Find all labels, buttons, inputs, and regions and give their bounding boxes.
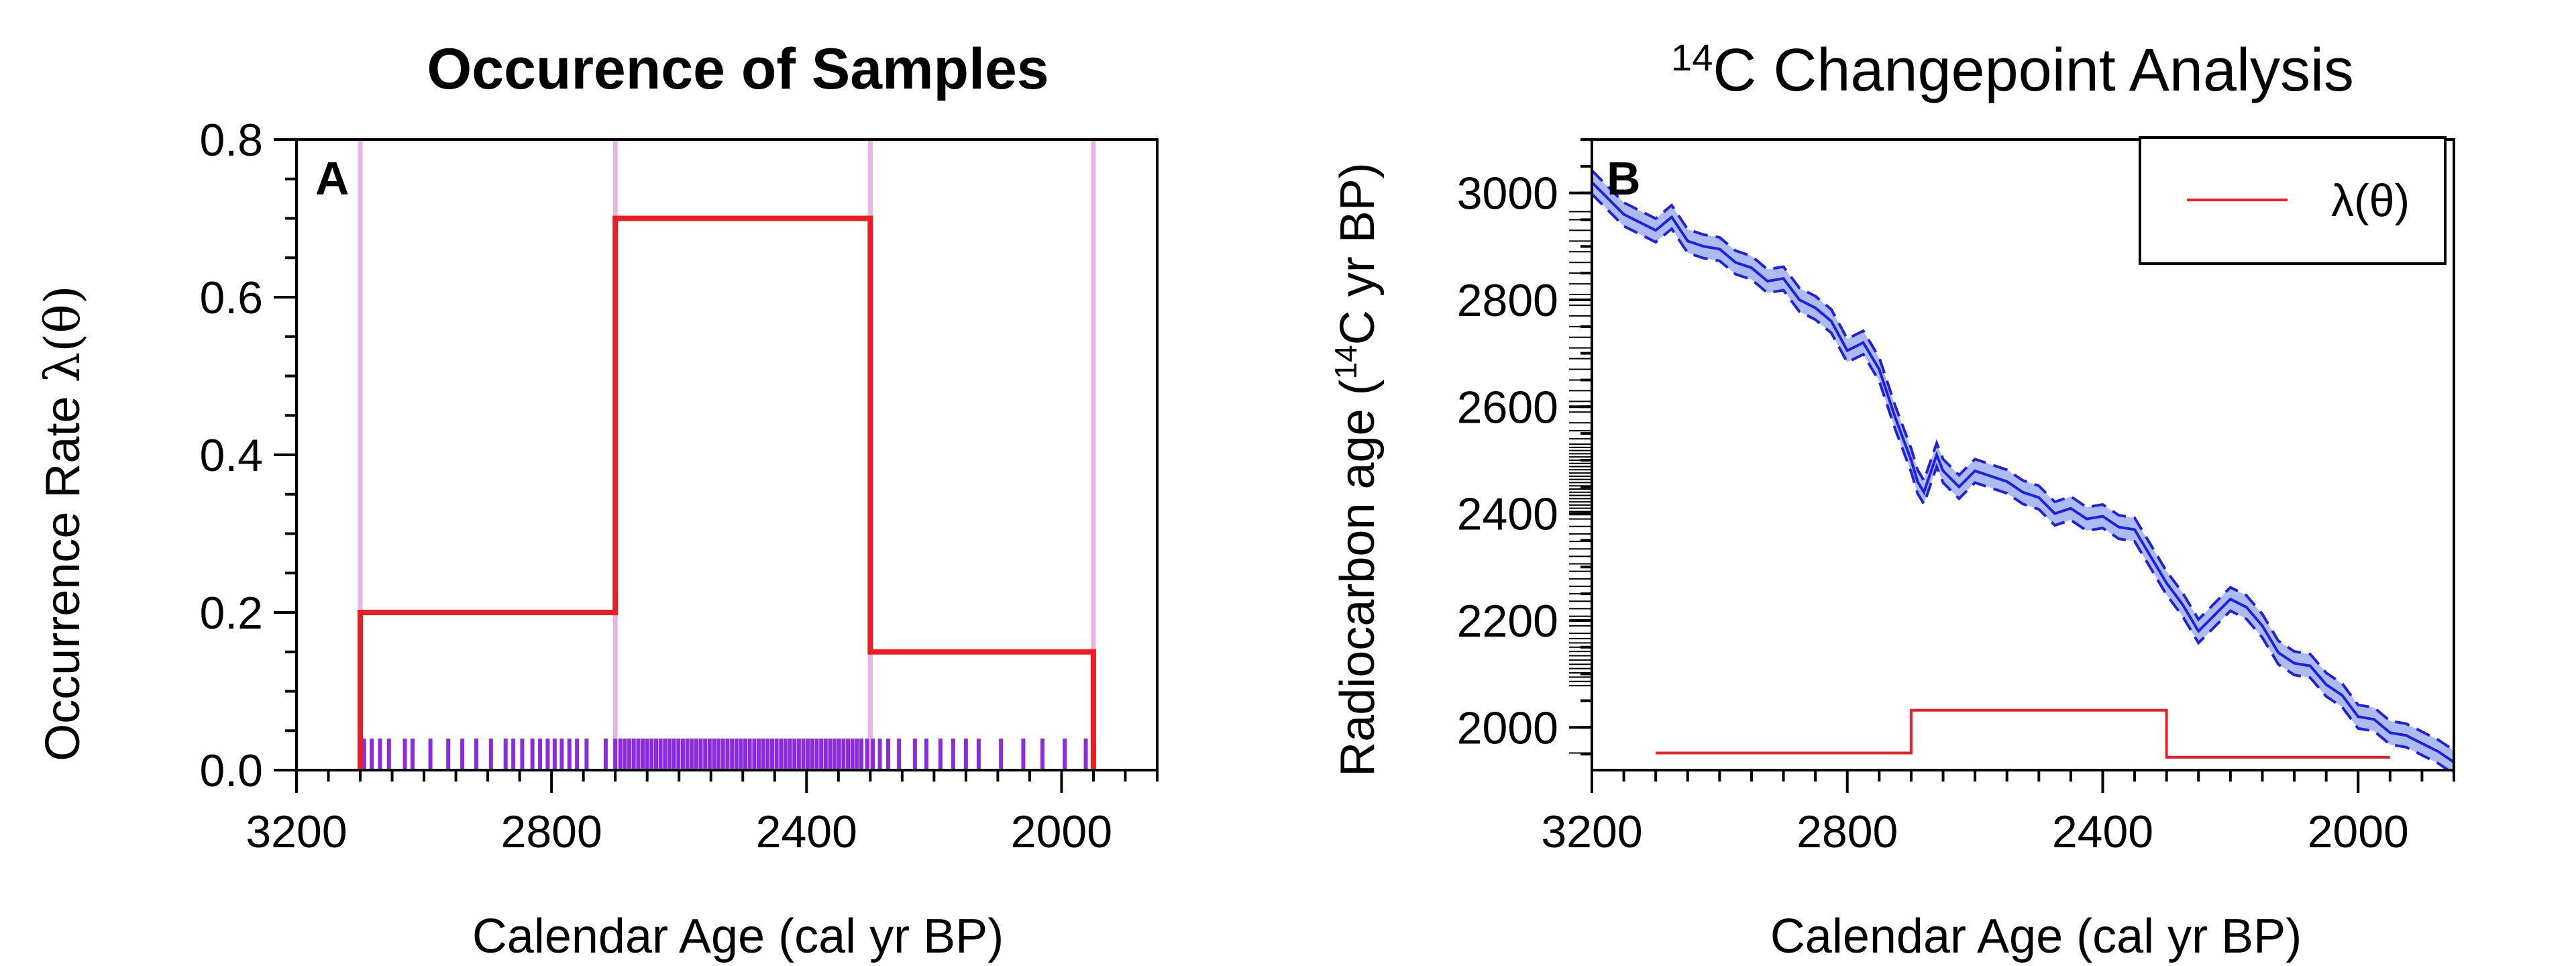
legend-label-rate: λ(θ): [2331, 175, 2410, 226]
y-tick-label: 0.0: [199, 745, 263, 796]
panel-b-title-superscript: 14: [1671, 36, 1713, 78]
x-tick-label: 2400: [2052, 806, 2153, 857]
panel-a-y-label-symbol: λ(θ): [34, 285, 91, 382]
panel-a-y-label-prefix: Occurrence Rate: [36, 382, 90, 761]
panel-b-letter: B: [1607, 152, 1641, 205]
y-tick-label: 2800: [1457, 275, 1558, 326]
x-tick-label: 2800: [501, 806, 602, 857]
occurrence-rate-line: [358, 215, 1096, 770]
x-tick-label: 3200: [1541, 806, 1642, 857]
panel-b-x-axis-label: Calendar Age (cal yr BP): [1770, 910, 2302, 963]
panel-b-y-axis-label: Radiocarbon age (14C yr BP): [1328, 162, 1385, 777]
calibration-lower-bound: [1591, 193, 2455, 775]
x-tick-label: 2000: [1011, 806, 1112, 857]
x-tick-label: 2800: [1796, 806, 1898, 857]
panel-a-plot-area: [295, 138, 1159, 771]
panel-b-y-label-before: Radiocarbon age (: [1331, 379, 1385, 776]
panel-a-x-axis-label: Calendar Age (cal yr BP): [472, 910, 1004, 963]
panel-a-y-axis: 0.0 0.2 0.4 0.6 0.8: [199, 115, 297, 796]
y-tick-label: 0.4: [199, 430, 263, 481]
y-tick-label: 3000: [1457, 168, 1558, 219]
y-tick-label: 2600: [1457, 382, 1558, 433]
panel-b-title-main: C Changepoint Analysis: [1713, 37, 2354, 104]
x-tick-label: 2000: [2308, 806, 2409, 857]
y-tick-label: 0.6: [199, 272, 263, 323]
panel-a-occurrence-chart: Occurence of Samples 0.0 0.2 0.4 0.6 0.8 320…: [34, 37, 1159, 963]
panel-b-legend: λ(θ): [2139, 136, 2447, 265]
panel-a-letter: A: [315, 152, 350, 205]
panel-b-changepoint-chart: 14C Changepoint Analysis 200022002400260…: [1328, 36, 2455, 963]
panel-a-y-axis-label: Occurrence Rate λ(θ): [34, 285, 91, 761]
calibration-upper-bound: [1591, 169, 2455, 752]
rate-step-line: [1656, 708, 2390, 759]
panel-b-x-axis: 3200 2800 2400 2000: [1541, 770, 2455, 857]
x-tick-label: 3200: [246, 806, 347, 857]
y-tick-label: 2200: [1457, 596, 1558, 647]
y-tick-label: 0.2: [199, 588, 263, 639]
x-tick-label: 2400: [756, 806, 857, 857]
panel-b-y-label-after: C yr BP): [1331, 162, 1385, 345]
y-tick-label: 0.8: [199, 115, 263, 166]
panel-a-title: Occurence of Samples: [427, 37, 1049, 101]
calibration-curve: [1591, 181, 2455, 763]
panel-b-y-axis: 2000 2200 2400 2600 2800 3000: [1457, 138, 1592, 756]
calibration-band: [1592, 170, 2454, 774]
panel-b-plot-area: [1591, 138, 2455, 775]
plot-frame: [295, 138, 1159, 771]
y-tick-label: 2400: [1457, 489, 1558, 540]
panel-b-y-label-superscript: 14: [1328, 345, 1363, 379]
plot-frame: [1591, 138, 2455, 771]
panel-b-title: 14C Changepoint Analysis: [1671, 36, 2354, 104]
y-tick-label: 2000: [1457, 702, 1558, 753]
panel-a-x-axis: 3200 2800 2400 2000: [246, 770, 1159, 857]
